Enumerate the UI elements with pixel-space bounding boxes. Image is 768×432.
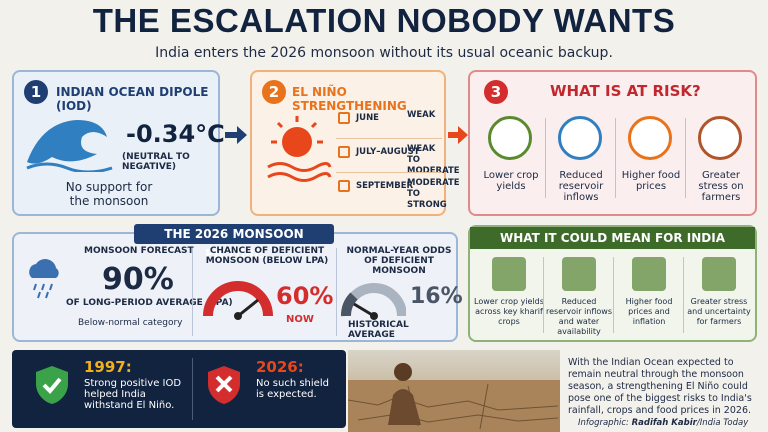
divider xyxy=(192,248,193,336)
credit: Infographic: Radifah Kabir/India Today xyxy=(578,418,748,428)
strength: WEAK xyxy=(407,110,436,120)
sun-icon xyxy=(267,116,332,182)
sub: OF LONG-PERIOD AVERAGE (LPA) xyxy=(66,298,233,308)
risk-icon xyxy=(628,116,672,160)
calendar-icon xyxy=(338,146,350,158)
india-label: Lower crop yields across key kharif crop… xyxy=(474,297,544,326)
risk-label: Higher food prices xyxy=(621,170,681,192)
badge: 3 xyxy=(484,80,508,104)
value: 16% xyxy=(410,284,463,309)
risk-label: Greater stress on farmers xyxy=(698,170,744,203)
label: NORMAL-YEAR ODDS OF DEFICIENT MONSOON xyxy=(346,246,452,276)
divider xyxy=(683,257,684,333)
divider xyxy=(336,248,337,336)
iod-panel: 1 INDIAN OCEAN DIPOLE (IOD) -0.34°C (NEU… xyxy=(12,70,225,216)
credit-outlet: /India Today xyxy=(696,418,749,428)
india-label: Higher food prices and inflation xyxy=(625,297,673,326)
arrow xyxy=(225,126,247,144)
strength: WEAK TO MODERATE xyxy=(407,144,460,176)
rain-icon xyxy=(29,259,59,299)
divider xyxy=(192,358,193,420)
value: 90% xyxy=(102,262,174,297)
summary: With the Indian Ocean expected to remain… xyxy=(568,357,752,416)
photo xyxy=(348,350,560,432)
label: MONSOON FORECAST xyxy=(84,246,194,256)
divider xyxy=(545,118,546,198)
month: JUNE xyxy=(356,113,379,123)
arrow xyxy=(448,126,468,144)
risk-panel: 3 WHAT IS AT RISK? Lower crop yields Redu… xyxy=(468,70,757,216)
wave-icon xyxy=(26,120,113,172)
gauge xyxy=(341,283,406,320)
sub: HISTORICAL AVERAGE xyxy=(348,320,409,340)
risk-label: Reduced reservoir inflows xyxy=(558,170,604,203)
shield-icon xyxy=(208,366,240,404)
calendar-icon xyxy=(338,112,350,124)
label: CHANCE OF DEFICIENT MONSOON (BELOW LPA) xyxy=(205,246,329,266)
row-divider xyxy=(336,138,442,139)
risk-icon xyxy=(698,116,742,160)
india-icon xyxy=(562,257,596,291)
heading: THE 2026 MONSOON PICTURE xyxy=(134,224,334,261)
india-label: Reduced reservoir inflows and water avai… xyxy=(545,297,613,336)
divider xyxy=(615,118,616,198)
subtitle: India enters the 2026 monsoon without it… xyxy=(155,45,613,61)
badge: 2 xyxy=(262,80,286,104)
india-icon xyxy=(492,257,526,291)
sub: NOW xyxy=(286,314,314,325)
strength: MODERATE TO STRONG xyxy=(407,178,460,210)
divider xyxy=(685,118,686,198)
divider xyxy=(543,257,544,333)
risk-icon xyxy=(558,116,602,160)
india-icon xyxy=(702,257,736,291)
divider xyxy=(613,257,614,333)
gauge xyxy=(203,281,273,320)
value: 60% xyxy=(276,282,334,310)
badge: 1 xyxy=(24,80,48,104)
row-divider xyxy=(336,172,442,173)
iod-caption: No support for the monsoon xyxy=(65,180,153,208)
risk-icon xyxy=(488,116,532,160)
heading: EL NIÑO STRENGTHENING xyxy=(292,85,407,113)
credit-author: Radifah Kabir xyxy=(631,418,697,428)
calendar-icon xyxy=(338,180,350,192)
india-icon xyxy=(632,257,666,291)
india-panel: WHAT IT COULD MEAN FOR INDIA Lower crop … xyxy=(468,225,757,342)
heading: WHAT IT COULD MEAN FOR INDIA xyxy=(470,227,755,249)
history-text: Strong positive IOD helped India withsta… xyxy=(84,378,182,411)
monsoon-panel: THE 2026 MONSOON PICTURE MONSOON FORECAS… xyxy=(12,224,463,342)
credit-prefix: Infographic: xyxy=(578,418,629,428)
risk-label: Lower crop yields xyxy=(483,170,539,192)
history-box: 1997: Strong positive IOD helped India w… xyxy=(12,350,346,428)
year: 2026: xyxy=(256,358,304,376)
iod-note: (NEUTRAL TO NEGATIVE) xyxy=(122,152,190,172)
history-text: No such shield is expected. xyxy=(256,378,329,400)
title: THE ESCALATION NOBODY WANTS xyxy=(92,2,676,39)
year: 1997: xyxy=(84,358,132,376)
month: JULY–AUGUST xyxy=(356,147,420,157)
elnino-panel: 2 EL NIÑO STRENGTHENING JUNE WEAK JULY–AUG… xyxy=(250,70,460,216)
heading: WHAT IS AT RISK? xyxy=(550,82,701,100)
month: SEPTEMBER xyxy=(356,181,414,191)
india-label: Greater stress and uncertainty for farme… xyxy=(687,297,751,326)
note: Below-normal category xyxy=(78,318,183,328)
shield-icon xyxy=(36,366,68,404)
iod-value: -0.34°C xyxy=(126,120,225,148)
heading: INDIAN OCEAN DIPOLE (IOD) xyxy=(56,85,209,113)
